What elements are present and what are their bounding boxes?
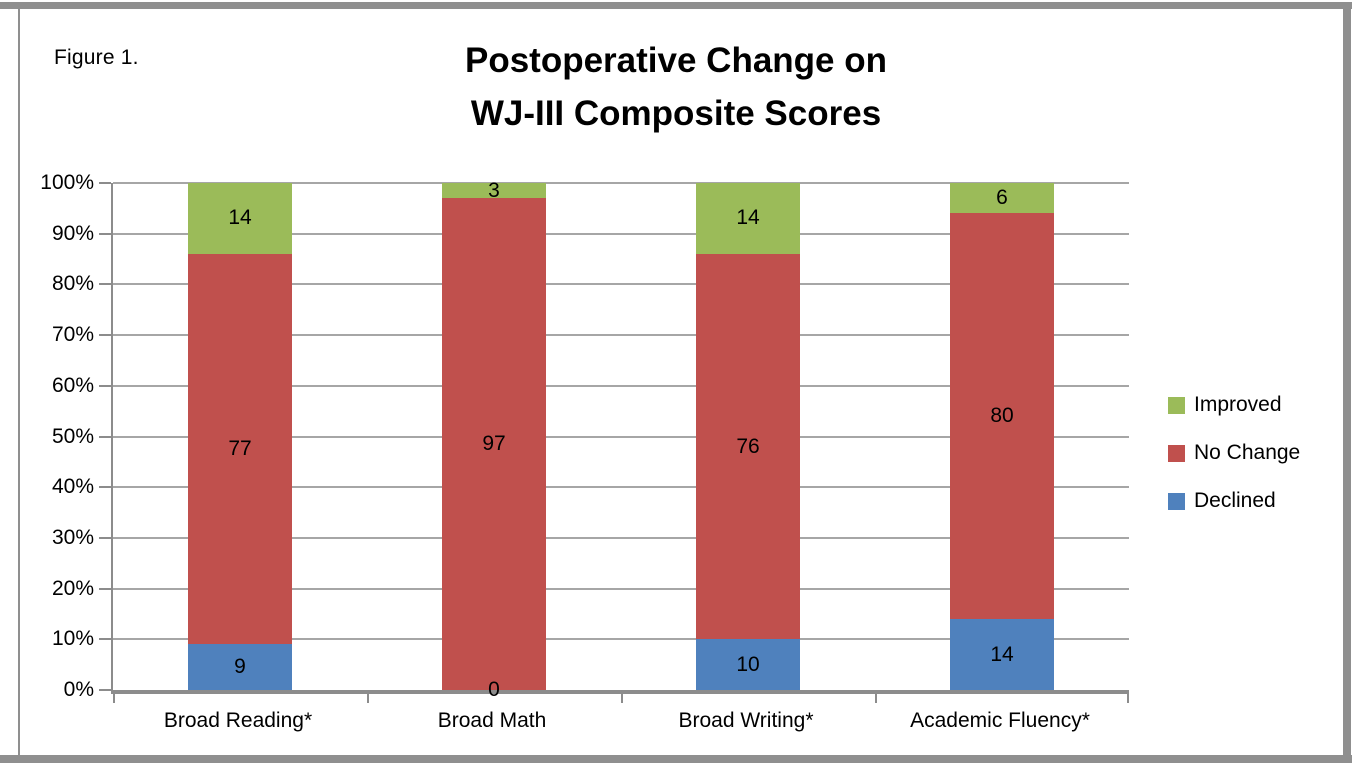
y-axis-tick-mark [99, 283, 111, 286]
x-axis-tick-mark [875, 694, 877, 703]
gridline [113, 435, 1129, 438]
y-axis-tick-mark [99, 384, 111, 387]
chart-title: Postoperative Change on WJ-III Composite… [276, 34, 1076, 140]
bar-segment-improved [950, 183, 1054, 214]
gridline [113, 334, 1129, 337]
figure-label: Figure 1. [54, 46, 139, 69]
gridline [113, 283, 1129, 286]
y-axis-tick-label: 10% [51, 627, 94, 651]
y-axis-tick-mark [99, 536, 111, 539]
gridline [113, 587, 1129, 590]
y-axis-tick-label: 60% [51, 373, 94, 397]
y-axis: 0% 10% 20% 30% 40% 50% 60% 70% 80% 90% 100% [0, 171, 111, 701]
x-axis-tick-mark [113, 694, 115, 703]
y-axis-tick-label: 100% [40, 171, 94, 194]
frame-border-bottom [0, 755, 1352, 763]
y-axis-tick-mark [99, 232, 111, 235]
y-axis-tick-label: 40% [51, 475, 94, 499]
bar-column: 14 80 6 [950, 183, 1054, 690]
bar-column: 10 76 14 [696, 183, 800, 690]
y-axis-tick-mark [99, 435, 111, 438]
chart-title-line2: WJ-III Composite Scores [470, 94, 882, 133]
y-axis-tick-mark [99, 486, 111, 489]
x-axis-tick-mark [1127, 694, 1129, 703]
x-axis-tick-mark [621, 694, 623, 703]
legend-label: Declined [1194, 489, 1276, 512]
bar-column: 0 97 3 [442, 179, 546, 701]
x-axis-labels: Broad Reading* Broad Math Broad Writing* Ac… [111, 709, 1127, 733]
legend-swatch-no-change [1168, 444, 1185, 462]
legend-label: Improved [1194, 393, 1282, 416]
y-axis-tick-label: 80% [51, 272, 94, 296]
legend-swatch-improved [1168, 396, 1185, 414]
legend-item: Improved [1168, 392, 1300, 418]
legend-item: Declined [1168, 488, 1300, 514]
y-axis-tick-label: 0% [63, 678, 94, 701]
bar-segment-no-change [442, 198, 546, 690]
frame-border-right [1343, 2, 1351, 762]
gridline [113, 182, 1129, 184]
x-axis-category-label: Academic Fluency* [910, 709, 1090, 732]
bar-segment-declined [188, 644, 292, 690]
frame-border-left [18, 9, 20, 755]
bar-segment-improved [696, 183, 800, 254]
y-axis-tick-label: 30% [51, 525, 94, 549]
x-axis-tick-mark [367, 694, 369, 703]
plot-area: 9 77 14 0 97 3 10 76 14 14 80 6 [111, 179, 1129, 703]
y-axis-tick-mark [99, 334, 111, 337]
legend-swatch-declined [1168, 492, 1185, 510]
y-axis-tick-mark [99, 182, 111, 184]
bar-segment-no-change [950, 213, 1054, 620]
bar-column: 9 77 14 [188, 183, 292, 690]
bar-segment-no-change [696, 254, 800, 640]
frame-border-top [0, 2, 1352, 9]
x-axis-category-label: Broad Writing* [678, 709, 814, 732]
bar-segment-improved [188, 183, 292, 254]
y-axis-tick-mark [99, 638, 111, 641]
gridline [113, 638, 1129, 641]
bar-segment-declined [696, 639, 800, 690]
chart-title-line1: Postoperative Change on [464, 41, 888, 80]
y-axis-tick-mark [99, 587, 111, 590]
gridline [113, 486, 1129, 489]
y-axis-tick-label: 50% [51, 424, 94, 448]
legend: Improved No Change Declined [1168, 392, 1300, 536]
legend-item: No Change [1168, 440, 1300, 466]
y-axis-tick-label: 70% [51, 323, 94, 347]
bar-segment-declined [950, 619, 1054, 690]
x-axis-category-label: Broad Math [437, 709, 547, 732]
bar-segment-improved [442, 183, 546, 199]
gridline [113, 232, 1129, 235]
y-axis-tick-mark [99, 689, 111, 691]
gridline [113, 384, 1129, 387]
legend-label: No Change [1194, 441, 1301, 464]
x-axis-category-label: Broad Reading* [163, 709, 313, 732]
bar-segment-no-change [188, 254, 292, 645]
gridline [113, 536, 1129, 539]
y-axis-tick-label: 20% [51, 576, 94, 600]
y-axis-tick-label: 90% [51, 221, 94, 245]
